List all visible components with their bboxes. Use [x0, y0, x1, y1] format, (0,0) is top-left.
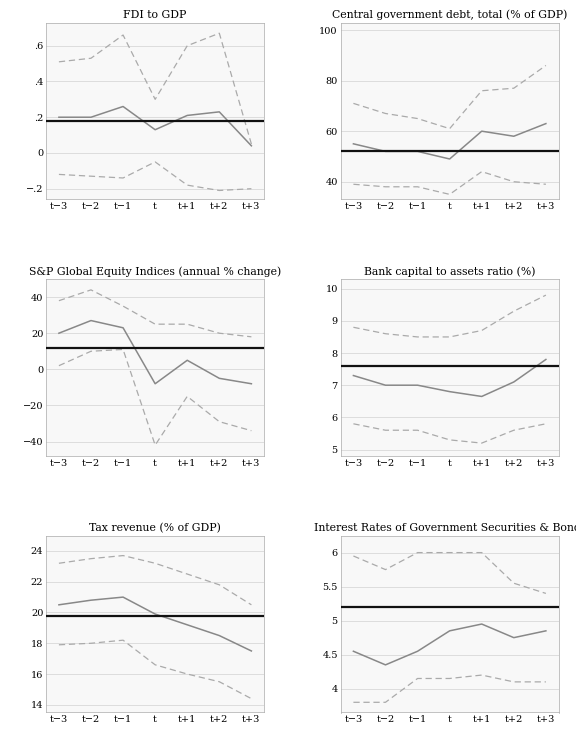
Title: S&P Global Equity Indices (annual % change): S&P Global Equity Indices (annual % chan… — [29, 266, 281, 277]
Title: Tax revenue (% of GDP): Tax revenue (% of GDP) — [89, 523, 221, 533]
Title: Central government debt, total (% of GDP): Central government debt, total (% of GDP… — [332, 10, 567, 20]
Title: Interest Rates of Government Securities & Bonds: Interest Rates of Government Securities … — [313, 524, 576, 533]
Title: FDI to GDP: FDI to GDP — [123, 10, 187, 20]
Title: Bank capital to assets ratio (%): Bank capital to assets ratio (%) — [364, 266, 536, 277]
